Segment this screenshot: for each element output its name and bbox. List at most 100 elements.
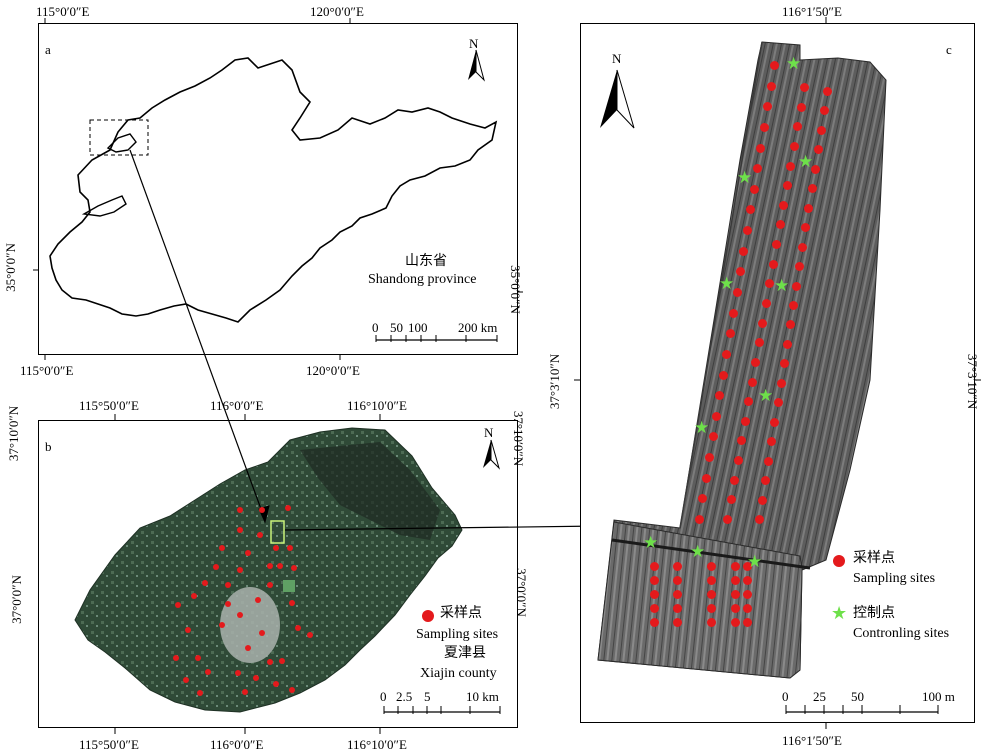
sampling-point [772, 240, 781, 250]
sampling-point [743, 604, 752, 613]
panel-a-top-tick-1: 115°0′0″E [36, 4, 90, 19]
panel-b-top-tick-2: 116°0′0″E [210, 398, 264, 413]
sampling-point [237, 507, 243, 513]
panel-b-county-name-cn: 夏津县 [444, 646, 486, 661]
sampling-point [698, 494, 708, 504]
sampling-point [770, 61, 779, 70]
sampling-point [800, 83, 809, 92]
panel-c-scale-50: 50 [851, 689, 864, 704]
sampling-point [773, 398, 783, 408]
control-point-star-icon: ★ [774, 276, 790, 295]
sampling-point [173, 655, 179, 661]
sampling-point [219, 545, 225, 551]
sampling-point [731, 590, 740, 599]
sampling-point [759, 122, 769, 132]
panel-b-legend-sampling-en: Sampling sites [416, 627, 499, 642]
sampling-point [259, 507, 265, 513]
sampling-point [761, 476, 771, 486]
panel-a-bottom-tick-1: 115°0′0″E [20, 363, 74, 378]
sampling-point [726, 495, 736, 505]
sampling-point [715, 391, 725, 401]
sampling-point [776, 378, 786, 388]
panel-b-bottom-tick-2: 116°0′0″E [210, 737, 264, 752]
sampling-point [785, 320, 795, 330]
sampling-point [257, 532, 263, 538]
sampling-point [779, 200, 788, 210]
sampling-point [743, 618, 752, 627]
sampling-point [277, 563, 283, 569]
sampling-point [253, 675, 259, 681]
panel-b-scale-2-5: 2.5 [396, 689, 413, 704]
sampling-point [789, 141, 799, 151]
sampling-point [273, 545, 279, 551]
sampling-point [804, 203, 814, 213]
sampling-point [237, 527, 243, 533]
sampling-point [758, 495, 768, 505]
sampling-point [722, 349, 732, 359]
panel-c-legend-sampling-cn: 采样点 [853, 551, 895, 566]
sampling-point [813, 145, 823, 155]
sampling-point [810, 164, 820, 174]
panel-b-top-tick-1: 115°50′0″E [79, 398, 139, 413]
sampling-point [779, 359, 789, 369]
panel-a-top-tick-2: 120°0′0″E [310, 4, 364, 19]
panel-b-bottom-tick-1: 115°50′0″E [79, 737, 139, 752]
panel-a-bottom-tick-2: 120°0′0″E [306, 363, 360, 378]
sampling-point [754, 338, 764, 348]
panel-c-legend-sampling-dot [833, 555, 845, 567]
sampling-point [183, 677, 189, 683]
sampling-point [707, 590, 716, 599]
sampling-point [755, 515, 764, 524]
sampling-point [185, 627, 191, 633]
panel-a-scale-bar [375, 335, 498, 342]
sampling-point [798, 242, 808, 252]
sampling-point [795, 262, 805, 272]
sampling-point [746, 205, 756, 215]
sampling-point [737, 436, 746, 446]
panel-b-scale-bar [383, 706, 501, 714]
sampling-point [285, 505, 291, 511]
panel-b-north-arrow-icon [483, 439, 501, 470]
sampling-point [740, 416, 750, 426]
sampling-point [245, 550, 251, 556]
sampling-point [650, 604, 659, 613]
control-point-star-icon: ★ [758, 386, 774, 405]
sampling-point [237, 612, 243, 618]
panel-a-map-frame [38, 23, 518, 355]
sampling-point [259, 630, 265, 636]
sampling-point [235, 670, 241, 676]
sampling-point [291, 565, 297, 571]
sampling-point [729, 308, 739, 318]
sampling-point [695, 515, 704, 524]
control-point-star-icon: ★ [719, 274, 735, 293]
panel-c-legend-control-star-icon: ★ [831, 603, 848, 623]
panel-c-scale-25: 25 [813, 689, 826, 704]
sampling-point [731, 562, 740, 571]
sampling-point [712, 411, 722, 421]
sampling-point [766, 81, 776, 91]
sampling-point [761, 299, 771, 308]
sampling-point [225, 601, 231, 607]
sampling-point [743, 590, 752, 599]
panel-a-scale-100: 100 [408, 320, 428, 335]
panel-b-legend-sampling-cn: 采样点 [440, 606, 482, 621]
sampling-point [267, 659, 273, 665]
sampling-point [707, 618, 716, 627]
control-point-star-icon: ★ [694, 418, 710, 437]
sampling-point [707, 576, 716, 585]
sampling-point [751, 357, 760, 367]
control-point-star-icon: ★ [798, 152, 814, 171]
sampling-point [731, 576, 740, 585]
sampling-point [705, 453, 715, 463]
sampling-point [197, 690, 203, 696]
panel-b-letter: b [45, 439, 52, 454]
panel-a-scale-200: 200 km [458, 320, 498, 335]
panel-c-scale-100: 100 m [922, 689, 955, 704]
panel-b-top-tick-3: 116°10′0″E [347, 398, 407, 413]
control-point-star-icon: ★ [786, 54, 802, 73]
sampling-point [237, 567, 243, 573]
sampling-point [205, 669, 211, 675]
panel-b-north-label: N [484, 425, 494, 440]
